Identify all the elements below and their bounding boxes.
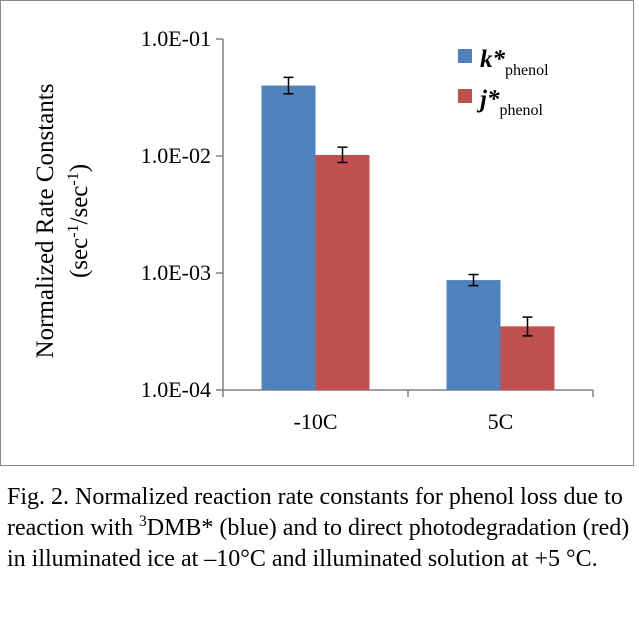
- y-axis-title-line1: Normalized Rate Constants: [32, 84, 59, 359]
- x-tick-label: -10C: [294, 409, 338, 434]
- bar: [261, 85, 316, 390]
- bar: [500, 326, 555, 390]
- figure-caption: Fig. 2. Normalized reaction rate constan…: [7, 482, 633, 575]
- chart-frame: Normalized Rate Constants (sec-1/sec-1) …: [0, 0, 634, 466]
- y-tick-label: 1.0E-02: [141, 143, 211, 168]
- y-axis-title: Normalized Rate Constants (sec-1/sec-1): [32, 84, 93, 359]
- error-bars: [283, 76, 533, 337]
- y-tick-label: 1.0E-03: [141, 260, 211, 285]
- bar: [315, 154, 370, 390]
- y-tick-labels: 1.0E-04 1.0E-03 1.0E-02 1.0E-01: [141, 26, 211, 402]
- legend-label-j-phenol: j*phenol: [476, 86, 544, 119]
- legend: k*phenol j*phenol: [458, 46, 549, 119]
- legend-swatch-k-phenol: [458, 49, 472, 63]
- legend-label-k-phenol: k*phenol: [480, 46, 549, 79]
- x-tick-labels: -10C 5C: [294, 409, 514, 434]
- bar: [446, 280, 501, 390]
- y-tick-label: 1.0E-01: [141, 26, 211, 51]
- bar-chart: Normalized Rate Constants (sec-1/sec-1) …: [32, 26, 594, 434]
- legend-swatch-j-phenol: [458, 89, 472, 103]
- y-axis-title-line2: (sec-1/sec-1): [65, 164, 93, 278]
- y-tick-label: 1.0E-04: [141, 377, 211, 402]
- x-tick-label: 5C: [488, 409, 514, 434]
- caption-text: Fig. 2. Normalized reaction rate constan…: [7, 484, 630, 572]
- bars: [261, 85, 555, 390]
